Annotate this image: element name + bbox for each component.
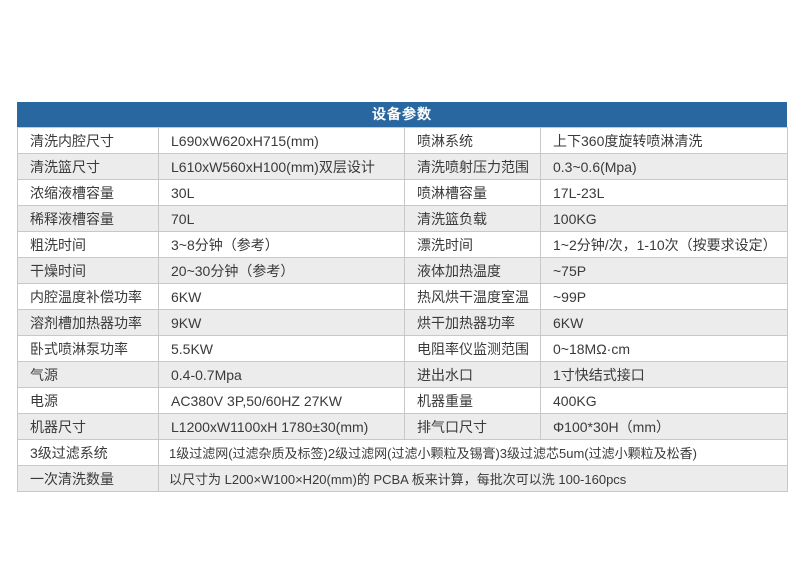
table-row: 清洗篮尺寸 L610xW560xH100(mm)双层设计 清洗喷射压力范围 0.… xyxy=(17,153,788,180)
table-row: 卧式喷淋泵功率 5.5KW 电阻率仪监测范围 0~18MΩ·cm xyxy=(17,335,788,362)
param-value: 1~2分钟/次，1-10次（按要求设定） xyxy=(540,231,788,258)
param-label: 清洗篮尺寸 xyxy=(17,153,159,180)
param-label: 清洗内腔尺寸 xyxy=(17,127,159,154)
param-value: 3~8分钟（参考） xyxy=(158,231,405,258)
param-label: 稀释液槽容量 xyxy=(17,205,159,232)
param-value: 100KG xyxy=(540,205,788,232)
param-label: 漂洗时间 xyxy=(404,231,541,258)
param-label: 电阻率仪监测范围 xyxy=(404,335,541,362)
table-row: 电源 AC380V 3P,50/60HZ 27KW 机器重量 400KG xyxy=(17,387,788,414)
table-row: 内腔温度补偿功率 6KW 热风烘干温度室温 ~99P xyxy=(17,283,788,310)
param-value: 70L xyxy=(158,205,405,232)
param-value: AC380V 3P,50/60HZ 27KW xyxy=(158,387,405,414)
param-value: 17L-23L xyxy=(540,179,788,206)
param-value: 上下360度旋转喷淋清洗 xyxy=(540,127,788,154)
table-row: 稀释液槽容量 70L 清洗篮负载 100KG xyxy=(17,205,788,232)
param-label: 溶剂槽加热器功率 xyxy=(17,309,159,336)
param-value-merged: 1级过滤网(过滤杂质及标签)2级过滤网(过滤小颗粒及锡膏)3级过滤芯5um(过滤… xyxy=(158,439,788,466)
param-label: 粗洗时间 xyxy=(17,231,159,258)
param-label: 热风烘干温度室温 xyxy=(404,283,541,310)
param-label: 清洗喷射压力范围 xyxy=(404,153,541,180)
param-label: 喷淋系统 xyxy=(404,127,541,154)
param-label: 机器尺寸 xyxy=(17,413,159,440)
param-value: 400KG xyxy=(540,387,788,414)
param-label: 浓缩液槽容量 xyxy=(17,179,159,206)
param-value: 0.3~0.6(Mpa) xyxy=(540,153,788,180)
table-row: 清洗内腔尺寸 L690xW620xH715(mm) 喷淋系统 上下360度旋转喷… xyxy=(17,127,788,154)
table-row: 气源 0.4-0.7Mpa 进出水口 1寸快结式接口 xyxy=(17,361,788,388)
param-label: 3级过滤系统 xyxy=(17,439,159,466)
param-label: 电源 xyxy=(17,387,159,414)
param-value: 6KW xyxy=(540,309,788,336)
param-value: 20~30分钟（参考） xyxy=(158,257,405,284)
param-label: 进出水口 xyxy=(404,361,541,388)
spec-table: 清洗内腔尺寸 L690xW620xH715(mm) 喷淋系统 上下360度旋转喷… xyxy=(17,127,788,492)
param-value: 0~18MΩ·cm xyxy=(540,335,788,362)
param-value: L690xW620xH715(mm) xyxy=(158,127,405,154)
param-value: ~75P xyxy=(540,257,788,284)
param-value: 30L xyxy=(158,179,405,206)
table-row: 粗洗时间 3~8分钟（参考） 漂洗时间 1~2分钟/次，1-10次（按要求设定） xyxy=(17,231,788,258)
param-value-merged: 以尺寸为 L200×W100×H20(mm)的 PCBA 板来计算，每批次可以洗… xyxy=(158,465,788,492)
param-label: 液体加热温度 xyxy=(404,257,541,284)
param-label: 卧式喷淋泵功率 xyxy=(17,335,159,362)
param-label: 干燥时间 xyxy=(17,257,159,284)
param-value: ~99P xyxy=(540,283,788,310)
param-value: 5.5KW xyxy=(158,335,405,362)
param-value: 6KW xyxy=(158,283,405,310)
table-row: 一次清洗数量 以尺寸为 L200×W100×H20(mm)的 PCBA 板来计算… xyxy=(17,465,788,492)
equipment-spec-table: 设备参数 清洗内腔尺寸 L690xW620xH715(mm) 喷淋系统 上下36… xyxy=(17,102,788,492)
param-label: 排气口尺寸 xyxy=(404,413,541,440)
param-label: 机器重量 xyxy=(404,387,541,414)
param-label: 喷淋槽容量 xyxy=(404,179,541,206)
table-row: 3级过滤系统 1级过滤网(过滤杂质及标签)2级过滤网(过滤小颗粒及锡膏)3级过滤… xyxy=(17,439,788,466)
param-label: 内腔温度补偿功率 xyxy=(17,283,159,310)
param-value: 1寸快结式接口 xyxy=(540,361,788,388)
param-label: 烘干加热器功率 xyxy=(404,309,541,336)
param-value: L1200xW1100xH 1780±30(mm) xyxy=(158,413,405,440)
table-row: 机器尺寸 L1200xW1100xH 1780±30(mm) 排气口尺寸 Φ10… xyxy=(17,413,788,440)
param-label: 一次清洗数量 xyxy=(17,465,159,492)
table-title: 设备参数 xyxy=(17,102,787,127)
param-label: 气源 xyxy=(17,361,159,388)
param-value: 9KW xyxy=(158,309,405,336)
param-value: L610xW560xH100(mm)双层设计 xyxy=(158,153,405,180)
param-value: 0.4-0.7Mpa xyxy=(158,361,405,388)
table-row: 浓缩液槽容量 30L 喷淋槽容量 17L-23L xyxy=(17,179,788,206)
param-label: 清洗篮负载 xyxy=(404,205,541,232)
table-row: 溶剂槽加热器功率 9KW 烘干加热器功率 6KW xyxy=(17,309,788,336)
table-row: 干燥时间 20~30分钟（参考） 液体加热温度 ~75P xyxy=(17,257,788,284)
param-value: Φ100*30H（mm） xyxy=(540,413,788,440)
